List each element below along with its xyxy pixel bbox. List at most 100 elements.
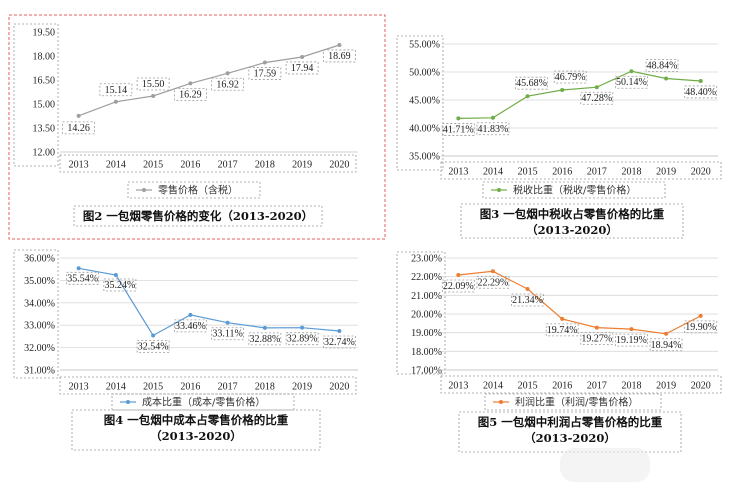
data-point: [490, 115, 495, 120]
data-point: [594, 85, 599, 90]
data-label: 47.28%: [581, 93, 612, 104]
x-tick-label: 2019: [656, 381, 676, 392]
legend-label: 税收比重（税收/零售价格）: [513, 184, 636, 197]
data-label: 21.34%: [512, 295, 543, 306]
data-point: [262, 325, 267, 330]
data-point: [525, 286, 530, 291]
y-tick-label: 31.00%: [24, 366, 55, 377]
y-tick-label: 13.50: [33, 124, 56, 135]
data-label: 33.46%: [175, 321, 206, 332]
y-tick-label: 17.00%: [411, 366, 442, 377]
legend-marker: [499, 400, 503, 404]
x-tick-label: 2020: [691, 381, 711, 392]
y-axis-box: [13, 23, 59, 167]
data-point: [113, 273, 118, 278]
data-label: 19.90%: [685, 322, 716, 333]
x-tick-label: 2018: [621, 381, 641, 392]
data-point: [337, 329, 342, 334]
data-label-box: [248, 67, 282, 80]
data-point: [188, 81, 193, 86]
x-tick-label: 2015: [143, 382, 163, 393]
y-tick-label: 33.00%: [24, 321, 55, 332]
x-tick-label: 2015: [518, 381, 538, 392]
data-label: 32.74%: [324, 337, 355, 348]
y-tick-label: 40.00%: [409, 124, 440, 135]
x-tick-label: 2017: [218, 382, 238, 393]
data-label: 41.71%: [443, 124, 474, 135]
y-tick-label: 50.00%: [409, 68, 440, 79]
data-point: [456, 272, 461, 277]
x-tick-label: 2014: [106, 160, 126, 171]
data-label-box: [645, 59, 679, 72]
data-label: 41.83%: [478, 124, 509, 135]
data-point: [300, 54, 305, 59]
data-label: 22.29%: [478, 277, 509, 288]
legend-label: 零售价格（含税）: [158, 184, 238, 197]
chart-tax-share: 55.00% 50.00% 45.00% 40.00% 35.00% 2013 2014 20…: [393, 28, 743, 242]
chart-svg: 55.00% 50.00% 45.00% 40.00% 35.00% 2013 2014 20…: [396, 35, 722, 239]
legend-box: [484, 393, 662, 411]
x-tick-label: 2018: [255, 160, 275, 171]
data-point: [76, 266, 81, 271]
y-tick-label: 55.00%: [409, 40, 440, 51]
data-label-box: [99, 83, 133, 97]
x-tick-label: 2016: [180, 382, 200, 393]
y-tick-label: 18.00: [33, 52, 56, 63]
y-axis-box: [13, 249, 59, 379]
data-point: [225, 71, 230, 76]
data-label: 46.79%: [555, 72, 586, 83]
data-label: 15.14: [105, 85, 128, 96]
x-tick-label: 2015: [143, 160, 163, 171]
data-label-box: [285, 61, 319, 75]
x-tick-label: 2020: [329, 382, 349, 393]
x-tick-label: 2018: [255, 382, 275, 393]
data-point: [151, 333, 156, 338]
data-label: 35.54%: [67, 273, 98, 284]
data-label: 18.94%: [651, 340, 682, 351]
x-tick-label: 2019: [292, 160, 312, 171]
data-point: [525, 94, 530, 99]
x-tick-label: 2016: [180, 160, 200, 171]
data-label-box: [136, 77, 170, 91]
data-label-box: [211, 77, 245, 91]
chart-cost-share: 36.00% 35.00% 34.00% 33.00% 32.00% 31.00% 2013…: [8, 244, 386, 458]
series-line: [458, 70, 701, 119]
chart-caption: 图4 一包烟中成本占零售价格的比重: [104, 413, 289, 427]
y-tick-label: 35.00%: [24, 276, 55, 287]
data-point: [76, 113, 81, 118]
data-label-box: [173, 87, 207, 101]
data-label-box: [684, 85, 718, 99]
chart-svg: 19.50 18.00 16.50 15.00 13.50 12.00 2013 2014 20…: [8, 14, 386, 240]
chart-caption: 图3 一包烟中税收占零售价格的比重: [480, 207, 665, 221]
data-label-box: [476, 122, 510, 136]
x-axis-box: [59, 154, 357, 173]
chart-svg: 23.00% 22.00% 21.00% 20.00% 19.00% 18.00% 17.0…: [396, 251, 722, 453]
data-label: 48.40%: [685, 87, 716, 98]
data-label: 18.69: [328, 51, 351, 62]
series-line: [78, 267, 340, 337]
series-line: [78, 44, 340, 117]
y-tick-label: 19.50: [33, 28, 56, 39]
data-point: [560, 316, 565, 321]
data-point: [560, 87, 565, 92]
data-label-box: [62, 121, 96, 135]
x-axis-box: [440, 161, 722, 180]
data-label-box: [136, 340, 170, 353]
y-tick-label: 16.50: [33, 76, 56, 87]
y-tick-label: 35.00%: [409, 152, 440, 163]
legend-box: [482, 181, 666, 199]
data-label: 50.14%: [616, 77, 647, 88]
y-tick-label: 20.00%: [411, 310, 442, 321]
x-tick-label: 2014: [106, 382, 126, 393]
data-point: [225, 320, 230, 325]
data-label: 32.54%: [138, 342, 169, 353]
data-label-box: [684, 320, 718, 334]
x-axis-box: [440, 375, 722, 394]
x-tick-label: 2013: [69, 160, 89, 171]
chart-svg: 36.00% 35.00% 34.00% 33.00% 32.00% 31.00% 2013…: [13, 249, 358, 451]
data-label: 32.88%: [249, 334, 280, 345]
y-tick-label: 21.00%: [411, 291, 442, 302]
legend-label: 利润比重（利润/零售价格）: [515, 396, 638, 409]
x-tick-label: 2017: [587, 167, 607, 178]
data-label-box: [173, 319, 207, 333]
